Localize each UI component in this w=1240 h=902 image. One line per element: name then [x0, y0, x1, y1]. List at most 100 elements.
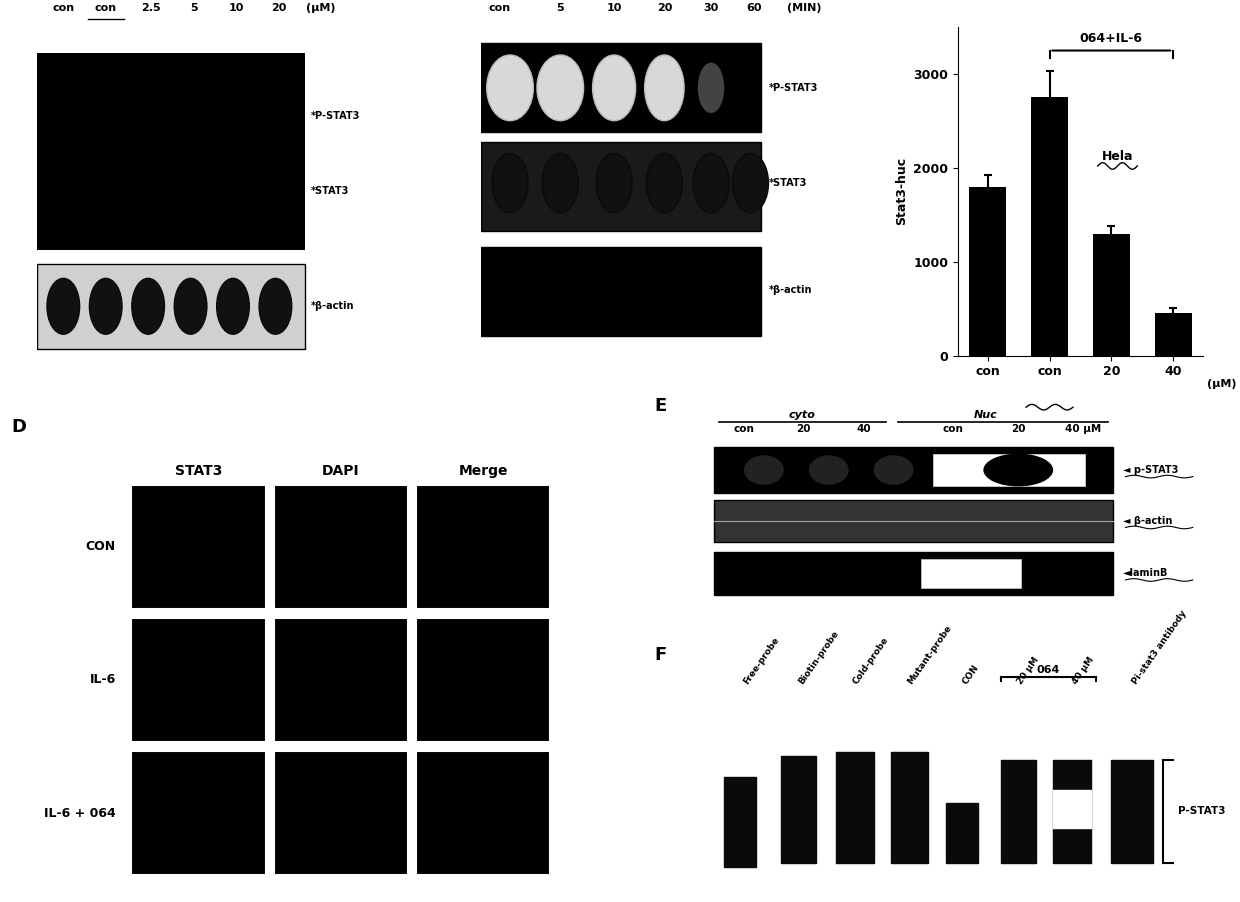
Text: con: con: [942, 424, 963, 434]
Bar: [934, 454, 1085, 486]
Text: 20: 20: [272, 3, 286, 13]
Ellipse shape: [217, 279, 249, 335]
Text: (μM): (μM): [1207, 379, 1236, 389]
Text: Biotin-probe: Biotin-probe: [796, 630, 839, 686]
Bar: [714, 500, 1114, 542]
Ellipse shape: [259, 279, 291, 335]
Text: P-STAT3: P-STAT3: [1178, 806, 1225, 816]
Text: IL-6: IL-6: [89, 674, 115, 686]
Bar: [131, 485, 265, 609]
Text: Hela: Hela: [1102, 150, 1133, 163]
Text: 40 μM: 40 μM: [1070, 656, 1096, 686]
Text: *STAT3: *STAT3: [769, 178, 807, 189]
Bar: [1053, 760, 1090, 862]
Text: *STAT3: *STAT3: [311, 187, 350, 197]
Ellipse shape: [646, 153, 682, 213]
Bar: [1111, 760, 1153, 862]
Ellipse shape: [698, 63, 724, 113]
Text: Pi-stat3 antibody: Pi-stat3 antibody: [1131, 609, 1188, 686]
Bar: [415, 751, 551, 875]
Ellipse shape: [808, 456, 848, 484]
Ellipse shape: [89, 279, 122, 335]
Ellipse shape: [596, 153, 632, 213]
Bar: [37, 53, 305, 251]
Bar: [37, 263, 305, 349]
Text: 40 μM: 40 μM: [1065, 424, 1101, 434]
Text: Merge: Merge: [459, 465, 508, 478]
Text: *P-STAT3: *P-STAT3: [311, 111, 361, 121]
Text: 40: 40: [857, 424, 870, 434]
Bar: [415, 485, 551, 609]
Bar: [274, 485, 408, 609]
Ellipse shape: [131, 279, 165, 335]
Ellipse shape: [492, 153, 528, 213]
Bar: [131, 751, 265, 875]
Ellipse shape: [874, 456, 914, 484]
Bar: [1053, 790, 1090, 829]
Ellipse shape: [744, 456, 784, 484]
Bar: [836, 751, 874, 862]
Text: IL-6 + 064: IL-6 + 064: [43, 806, 115, 820]
Ellipse shape: [486, 55, 533, 121]
Ellipse shape: [537, 55, 584, 121]
Text: cyto: cyto: [789, 410, 815, 419]
Bar: [781, 756, 816, 862]
Text: ◄laminB: ◄laminB: [1123, 568, 1168, 578]
Bar: [970, 187, 1007, 355]
Text: *β-actin: *β-actin: [769, 285, 812, 295]
Bar: [131, 618, 265, 742]
Text: 10: 10: [606, 3, 621, 13]
Text: 10: 10: [228, 3, 244, 13]
Bar: [892, 751, 929, 862]
Text: CON: CON: [86, 540, 115, 554]
Text: Mutant-probe: Mutant-probe: [906, 624, 954, 686]
Text: 20: 20: [796, 424, 811, 434]
Text: F: F: [655, 646, 666, 664]
Ellipse shape: [542, 153, 578, 213]
Text: DAPI: DAPI: [322, 465, 360, 478]
Text: 064+IL-6: 064+IL-6: [1080, 32, 1143, 45]
Bar: [481, 247, 761, 336]
Bar: [481, 142, 761, 231]
Text: 20: 20: [657, 3, 672, 13]
Text: STAT3: STAT3: [175, 465, 222, 478]
Text: (μM): (μM): [306, 3, 336, 13]
Text: 20: 20: [1011, 424, 1025, 434]
Bar: [724, 778, 756, 867]
Bar: [946, 803, 978, 862]
Text: con: con: [94, 3, 117, 13]
Text: *P-STAT3: *P-STAT3: [769, 83, 818, 93]
Ellipse shape: [733, 153, 769, 213]
Bar: [1001, 760, 1035, 862]
Ellipse shape: [593, 55, 636, 121]
Bar: [1154, 313, 1192, 355]
Text: con: con: [734, 424, 754, 434]
Bar: [1092, 234, 1130, 355]
Text: 2.5: 2.5: [141, 3, 161, 13]
Text: E: E: [655, 397, 666, 415]
Text: 5: 5: [190, 3, 197, 13]
Bar: [415, 618, 551, 742]
Ellipse shape: [175, 279, 207, 335]
Ellipse shape: [645, 55, 684, 121]
Text: 5: 5: [557, 3, 564, 13]
Bar: [714, 447, 1114, 493]
Text: CON: CON: [961, 663, 981, 686]
Bar: [1030, 97, 1068, 355]
Text: Free-probe: Free-probe: [742, 636, 781, 686]
Ellipse shape: [693, 153, 729, 213]
Bar: [274, 751, 408, 875]
Text: D: D: [11, 418, 26, 436]
Text: 064: 064: [1037, 665, 1060, 675]
Y-axis label: Stat3-huc: Stat3-huc: [895, 157, 908, 226]
Bar: [274, 618, 408, 742]
Text: 60: 60: [746, 3, 761, 13]
Text: con: con: [489, 3, 511, 13]
Text: *β-actin: *β-actin: [311, 301, 355, 311]
Text: 20 μM: 20 μM: [1016, 656, 1042, 686]
Ellipse shape: [47, 279, 79, 335]
Ellipse shape: [983, 454, 1053, 486]
Text: ◄ β-actin: ◄ β-actin: [1123, 516, 1172, 526]
Text: Cold-probe: Cold-probe: [851, 636, 890, 686]
Text: Nuc: Nuc: [973, 410, 997, 419]
